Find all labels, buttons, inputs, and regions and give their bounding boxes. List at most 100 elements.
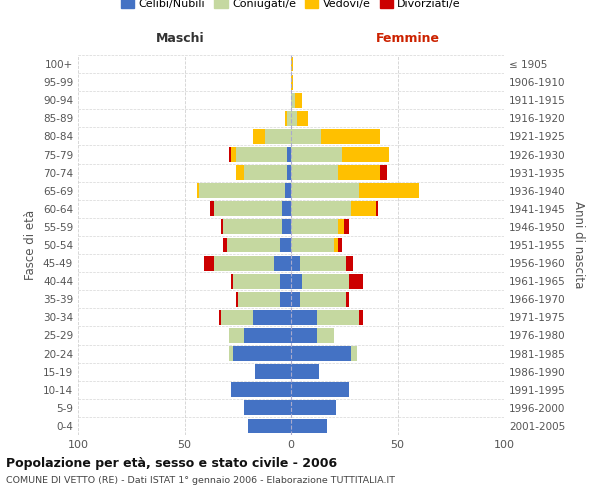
Bar [218,310,291,325]
Bar [291,220,344,234]
Bar [283,220,291,234]
Bar [291,274,302,288]
Bar [291,364,319,379]
Bar [291,292,346,306]
Bar [291,256,346,270]
Bar [274,256,291,270]
Bar [291,220,349,234]
Bar [236,165,291,180]
Bar [291,274,349,288]
Bar [265,129,291,144]
Text: Maschi: Maschi [155,32,205,45]
Bar [236,165,291,180]
Bar [255,364,291,379]
Bar [233,274,291,288]
Bar [291,238,334,252]
Bar [280,292,291,306]
Bar [291,147,389,162]
Text: Popolazione per età, sesso e stato civile - 2006: Popolazione per età, sesso e stato civil… [6,458,337,470]
Bar [199,184,291,198]
Bar [229,346,291,361]
Bar [253,310,291,325]
Bar [227,238,291,252]
Bar [197,184,291,198]
Bar [291,147,389,162]
Bar [248,418,291,434]
Bar [291,400,336,415]
Bar [244,400,291,415]
Bar [291,56,293,72]
Bar [236,147,291,162]
Bar [244,400,291,415]
Bar [214,202,291,216]
Bar [291,418,327,434]
Bar [210,202,291,216]
Bar [229,328,291,343]
Bar [291,328,334,343]
Bar [291,129,380,144]
Bar [291,382,349,397]
Bar [214,256,291,270]
Text: Femmine: Femmine [376,32,440,45]
Bar [223,238,291,252]
Bar [291,220,338,234]
Bar [291,202,379,216]
Bar [291,111,308,126]
Bar [291,346,357,361]
Bar [291,400,336,415]
Bar [291,400,336,415]
Bar [287,111,291,126]
Bar [291,400,336,415]
Bar [291,346,357,361]
Bar [291,238,342,252]
Bar [291,256,299,270]
Bar [291,129,380,144]
Bar [223,220,291,234]
Bar [238,292,291,306]
Bar [236,292,291,306]
Bar [233,346,291,361]
Bar [232,147,291,162]
Bar [248,418,291,434]
Bar [291,93,302,108]
Bar [284,111,291,126]
Bar [291,165,380,180]
Bar [232,382,291,397]
Bar [248,418,291,434]
Bar [283,202,291,216]
Bar [214,256,291,270]
Bar [291,346,350,361]
Bar [229,346,291,361]
Bar [291,256,353,270]
Bar [232,382,291,397]
Bar [287,147,291,162]
Bar [291,328,317,343]
Legend: Celibi/Nubili, Coniugati/e, Vedovi/e, Divorziati/e: Celibi/Nubili, Coniugati/e, Vedovi/e, Di… [116,0,466,14]
Bar [291,292,346,306]
Bar [291,238,338,252]
Bar [238,292,291,306]
Bar [291,382,349,397]
Bar [291,184,419,198]
Bar [229,328,291,343]
Bar [291,310,359,325]
Bar [291,184,359,198]
Bar [233,274,291,288]
Bar [229,346,291,361]
Bar [229,328,291,343]
Bar [223,220,291,234]
Bar [291,418,327,434]
Bar [291,256,346,270]
Bar [291,165,387,180]
Y-axis label: Anni di nascita: Anni di nascita [572,202,585,288]
Bar [284,184,291,198]
Bar [291,328,334,343]
Bar [221,220,291,234]
Bar [232,382,291,397]
Bar [244,328,291,343]
Bar [291,382,349,397]
Bar [232,274,291,288]
Bar [244,400,291,415]
Bar [291,418,327,434]
Bar [291,93,295,108]
